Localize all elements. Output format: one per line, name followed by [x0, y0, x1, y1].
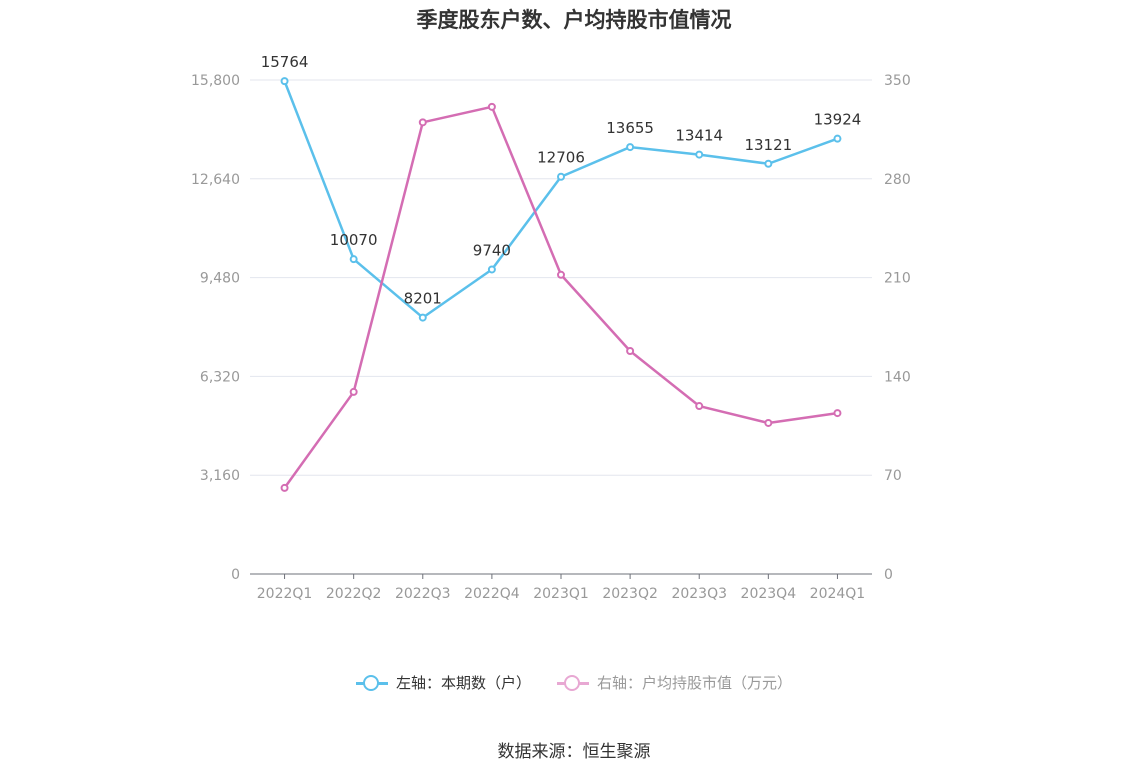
data-point: [695, 402, 704, 411]
data-point: [557, 270, 565, 279]
data-label: 13924: [814, 111, 862, 129]
y-right-tick-label: 0: [884, 567, 893, 583]
data-label: 13414: [675, 127, 723, 145]
x-tick-label: 2023Q4: [741, 586, 797, 602]
x-tick-label: 2022Q3: [395, 586, 451, 602]
data-point: [557, 172, 565, 181]
data-point: [695, 150, 704, 159]
y-right-tick-label: 350: [884, 73, 911, 89]
x-tick-label: 2023Q1: [533, 586, 589, 602]
legend-marker-icon: [355, 674, 388, 691]
data-point: [626, 143, 635, 152]
axes: 0 3,160 6,320 9,480 12,640 15,800 0 70 140 210 280…: [191, 73, 911, 602]
data-label: 13655: [606, 119, 654, 137]
line-chart: 0 3,160 6,320 9,480 12,640 15,800 0 70 140 210 280…: [191, 53, 911, 602]
y-right-tick-label: 70: [884, 468, 902, 484]
x-tick-label: 2022Q2: [326, 586, 382, 602]
data-point: [487, 102, 496, 111]
y-left-tick-label: 0: [231, 567, 240, 583]
data-point: [487, 265, 496, 274]
series-line-shareholders: [283, 80, 838, 319]
x-tick-label: 2023Q3: [671, 586, 727, 602]
y-left-tick-label: 3,160: [200, 468, 240, 484]
data-label: 8201: [404, 290, 442, 308]
data-label: 9740: [473, 241, 511, 259]
legend: 左轴：本期数（户） 右轴：户均持股市值（万元）: [0, 672, 1148, 693]
data-point: [833, 409, 842, 418]
data-point: [280, 483, 289, 492]
data-point: [349, 387, 358, 396]
y-left-tick-label: 15,800: [191, 73, 240, 89]
y-right-tick-label: 280: [884, 172, 911, 188]
data-source: 数据来源：恒生聚源: [497, 742, 651, 762]
legend-item-right-series[interactable]: 右轴：户均持股市值（万元）: [557, 672, 792, 693]
y-right-tick-label: 210: [884, 271, 911, 287]
data-point: [418, 118, 427, 127]
data-label: 15764: [261, 53, 309, 71]
data-label: 10070: [330, 231, 378, 249]
y-left-tick-label: 6,320: [200, 369, 240, 385]
data-point: [418, 313, 427, 322]
y-left-tick-label: 9,480: [200, 271, 240, 287]
data-point: [626, 346, 635, 355]
x-tick-label: 2022Q1: [257, 586, 313, 602]
data-point: [349, 255, 358, 264]
legend-marker-icon: [557, 674, 589, 691]
data-point: [833, 134, 842, 143]
data-label: 13121: [744, 136, 792, 154]
data-point: [764, 159, 773, 168]
legend-label: 左轴：本期数（户）: [395, 674, 531, 692]
data-point: [764, 418, 773, 427]
series-lines: [280, 77, 842, 492]
y-left-tick-label: 12,640: [191, 172, 240, 188]
chart-title: 季度股东户数、户均持股市值情况: [416, 8, 732, 32]
x-tick-label: 2023Q2: [602, 586, 658, 602]
legend-label: 右轴：户均持股市值（万元）: [597, 674, 793, 692]
data-label: 12706: [537, 149, 585, 167]
x-tick-label: 2024Q1: [810, 586, 866, 602]
legend-item-left-series[interactable]: 左轴：本期数（户）: [355, 672, 531, 693]
y-right-tick-label: 140: [884, 369, 911, 385]
x-tick-label: 2022Q4: [464, 586, 520, 602]
data-labels: 15764 10070 8201 9740 12706 13655 13414 13121 13…: [261, 53, 862, 307]
data-point: [280, 77, 289, 86]
